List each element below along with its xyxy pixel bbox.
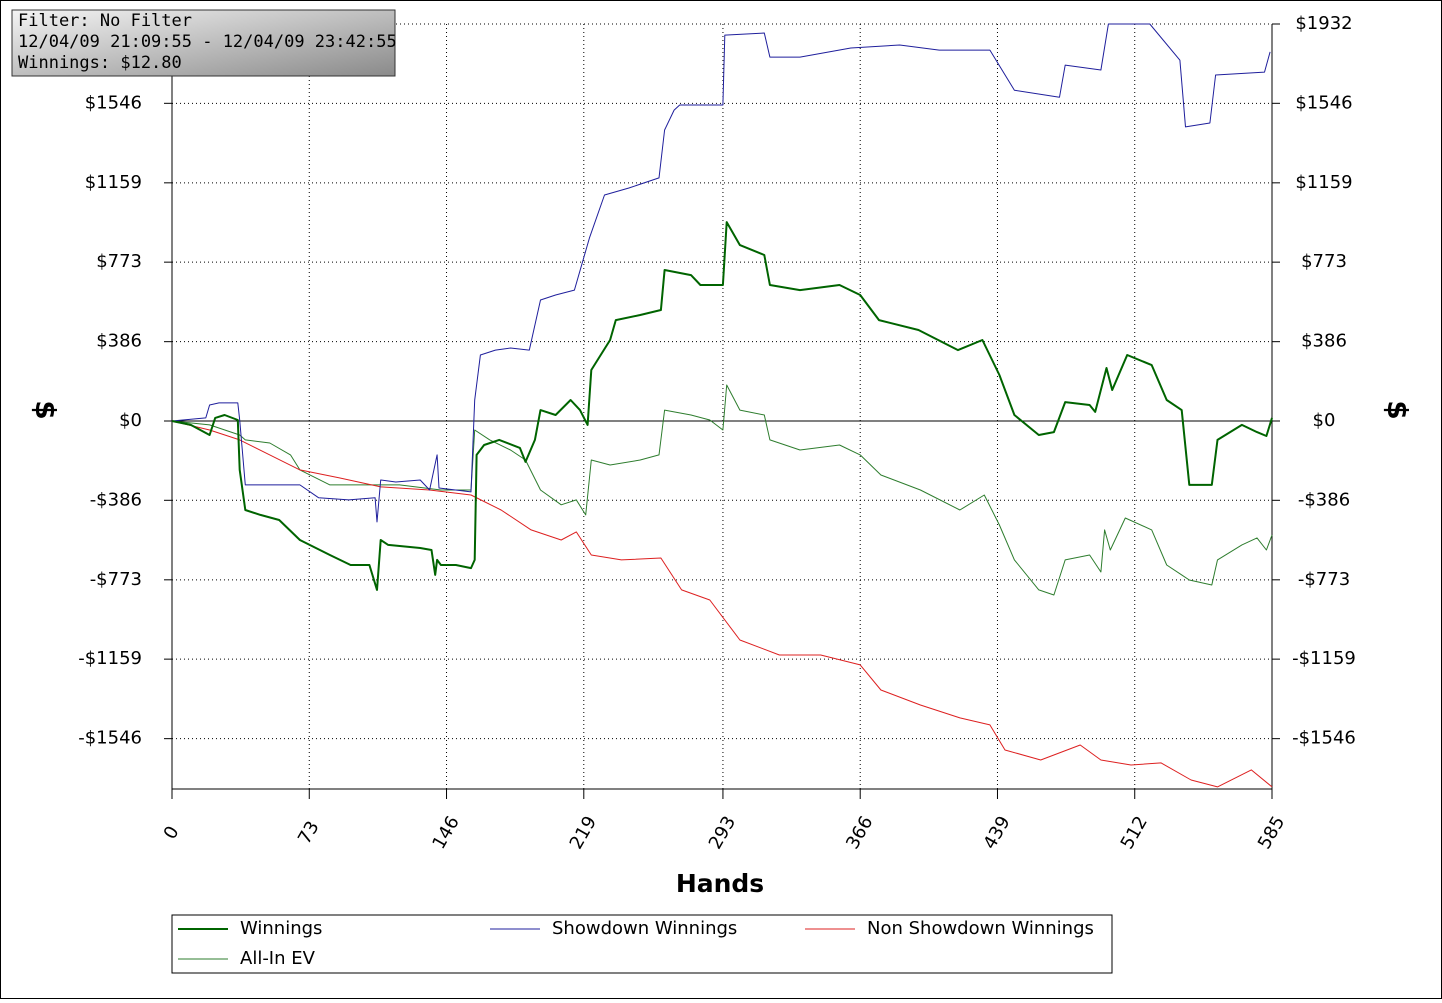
series-line: [171, 23, 1271, 523]
y-tick-label: $773: [96, 251, 142, 272]
info-line: Filter: No Filter: [18, 11, 192, 31]
info-line: Winnings: $12.80: [18, 53, 182, 73]
y2-tick-label: $1159: [1295, 172, 1352, 193]
legend: [171, 914, 1113, 974]
y2-tick-label: -$386: [1298, 489, 1350, 510]
y2-tick-label: $0: [1313, 410, 1336, 431]
series-line: [171, 420, 1273, 788]
series-line: [171, 384, 1273, 596]
y2-tick-label: -$1159: [1292, 648, 1356, 669]
legend-label: Showdown Winnings: [552, 918, 737, 939]
y2-tick-label: $773: [1301, 251, 1347, 272]
y-tick-label: $0: [119, 410, 142, 431]
info-box: Filter: No Filter 12/04/09 21:09:55 - 12…: [11, 9, 397, 77]
legend-label: All-In EV: [240, 948, 316, 969]
series-line: [171, 221, 1273, 591]
y-tick-label: -$1546: [78, 728, 142, 749]
y-tick-label: -$1159: [78, 648, 142, 669]
y-tick-label: $1546: [85, 92, 142, 113]
x-axis-title: Hands: [676, 869, 764, 898]
y-tick-label: -$386: [90, 489, 142, 510]
y-tick-label: $386: [96, 331, 142, 352]
legend-label: Winnings: [240, 918, 322, 939]
y-tick-label: -$773: [90, 569, 142, 590]
y2-tick-label: -$1546: [1292, 728, 1356, 749]
legend-label: Non Showdown Winnings: [867, 918, 1094, 939]
y2-axis-title: $: [1381, 400, 1414, 419]
y-axis-title: $: [29, 400, 62, 419]
y-tick-label: $1159: [85, 172, 142, 193]
info-background: [11, 9, 396, 77]
y2-tick-label: $1546: [1295, 92, 1352, 113]
y2-tick-label: $1932: [1295, 13, 1352, 34]
y2-tick-label: $386: [1301, 331, 1347, 352]
info-line: 12/04/09 21:09:55 - 12/04/09 23:42:55: [18, 32, 397, 52]
y2-tick-label: -$773: [1298, 569, 1350, 590]
